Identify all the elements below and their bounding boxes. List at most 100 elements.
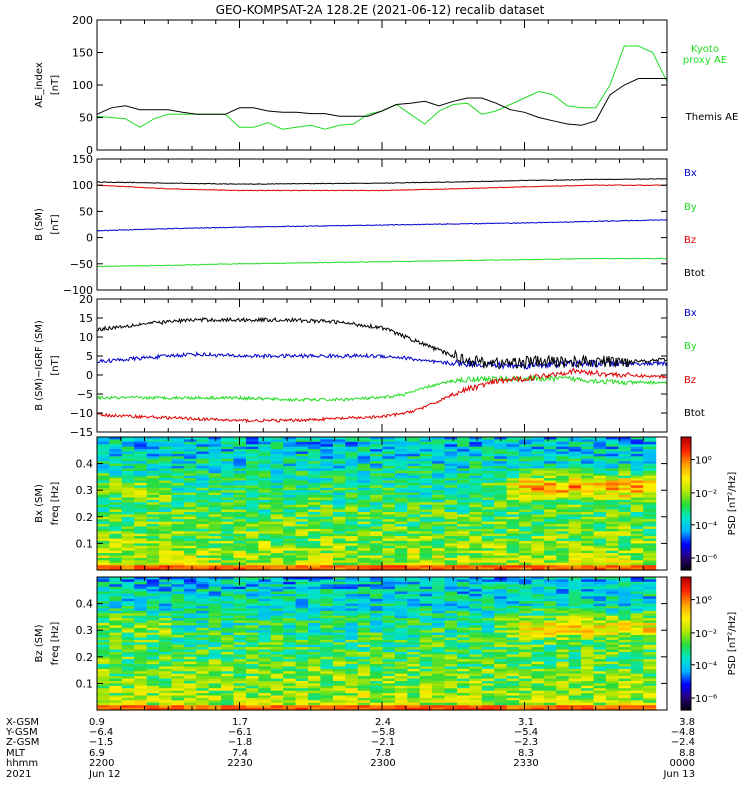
spectrogram-cell [233,615,247,619]
spectrogram-cell [519,536,533,540]
spectrogram-cell [258,639,272,643]
spectrogram-cell [97,543,110,547]
spectrogram-cell [481,548,495,552]
spectrogram-cell [183,562,197,566]
spectrogram-cell [171,666,185,670]
spectrogram-cell [494,654,508,658]
spectrogram-cell [543,593,557,597]
spectrogram-cell [432,584,446,588]
spectrogram-cell [469,499,483,503]
spectrogram-cell [556,647,570,651]
spectrogram-cell [134,499,148,503]
spectrogram-cell [97,453,110,457]
spectrogram-cell [258,526,272,530]
spectrogram-cell [419,620,433,624]
spectrogram-cell [246,512,259,515]
spectrogram-cell [295,695,309,699]
spectrogram-cell [246,622,259,626]
spectrogram-cell [444,560,458,564]
spectrogram-cell [568,664,582,668]
spectrogram-cell [605,439,619,443]
spectrogram-cell [295,524,309,528]
spectrogram-cell [531,702,545,706]
spectrogram-cell [345,562,359,566]
spectrogram-cell [593,502,607,506]
spectrogram-cell [134,512,148,515]
spectrogram-cell [457,690,470,694]
spectrogram-cell [630,495,644,498]
spectrogram-cell [357,637,371,641]
spectrogram-cell [469,456,483,460]
spectrogram-cell [308,446,321,450]
spectrogram-cell [382,632,396,636]
spectrogram-cell [283,553,297,557]
spectrogram-cell [543,586,557,590]
spectrogram-cell [370,533,384,537]
spectrogram-cell [208,492,222,496]
spectrogram-cell [332,652,346,655]
spectrogram-cell [357,468,371,472]
spectrogram-cell [394,519,408,523]
spectrogram-cell [159,526,173,530]
spectrogram-cell [394,567,408,571]
spectrogram-cell [618,482,632,486]
spectrogram-cell [146,451,160,455]
spectrogram-cell [394,487,408,491]
spectrogram-cell [643,560,657,564]
spectrogram-cell [407,584,421,588]
spectrogram-cell [581,504,595,508]
spectrogram-cell [320,647,334,651]
spectrogram-cell [357,683,371,687]
spectrogram-cell [432,676,446,680]
spectrogram-cell [643,470,657,474]
spectrogram-cell [469,507,483,511]
spectrogram-cell [543,581,557,585]
spectrogram-cell [332,695,346,699]
spectrogram-cell [419,598,433,602]
spectrogram-cell [469,449,483,453]
spectrogram-cell [295,613,309,617]
spectrogram-cell [208,548,222,552]
spectrogram-cell [394,668,408,672]
spectrogram-cell [183,584,197,588]
spectrogram-cell [407,528,421,532]
spectrogram-cell [457,656,470,660]
spectrogram-cell [382,581,396,585]
spectrogram-cell [171,632,185,636]
spectrogram-cell [221,688,235,692]
spectrogram-cell [97,591,110,595]
spectrogram-cell [308,702,321,706]
spectrogram-cell [568,700,582,704]
spectrogram-cell [146,586,160,590]
spectrogram-cell [382,449,396,453]
spectrogram-cell [208,688,222,692]
spectrogram-cell [494,495,508,498]
spectrogram-cell [419,659,433,663]
spectrogram-cell [258,603,272,607]
spectrogram-cell [308,593,321,597]
spectrogram-cell [332,581,346,585]
spectrogram-cell [320,697,334,701]
spectrogram-cell [556,536,570,540]
spectrogram-cell [233,495,247,498]
spectrogram-cell [159,456,173,460]
spectrogram-cell [332,697,346,701]
spectrogram-cell [506,492,520,496]
spectrogram-cell [121,531,135,535]
spectrogram-cell [543,615,557,619]
spectrogram-cell [556,589,570,593]
spectrogram-cell [506,519,520,523]
spectrogram-cell [394,458,408,462]
spectrogram-cell [332,437,346,440]
spectrogram-cell [556,693,570,697]
spectrogram-cell [481,461,495,465]
spectrogram-cell [370,661,384,665]
spectrogram-cell [121,685,135,689]
spectrogram-cell [246,681,259,684]
spectrogram-cell [196,458,210,462]
spectrogram-cell [357,538,371,542]
spectrogram-cell [109,681,123,684]
spectrogram-cell [394,702,408,706]
legend-label: Bx [684,308,697,319]
spectrogram-cell [605,444,619,448]
